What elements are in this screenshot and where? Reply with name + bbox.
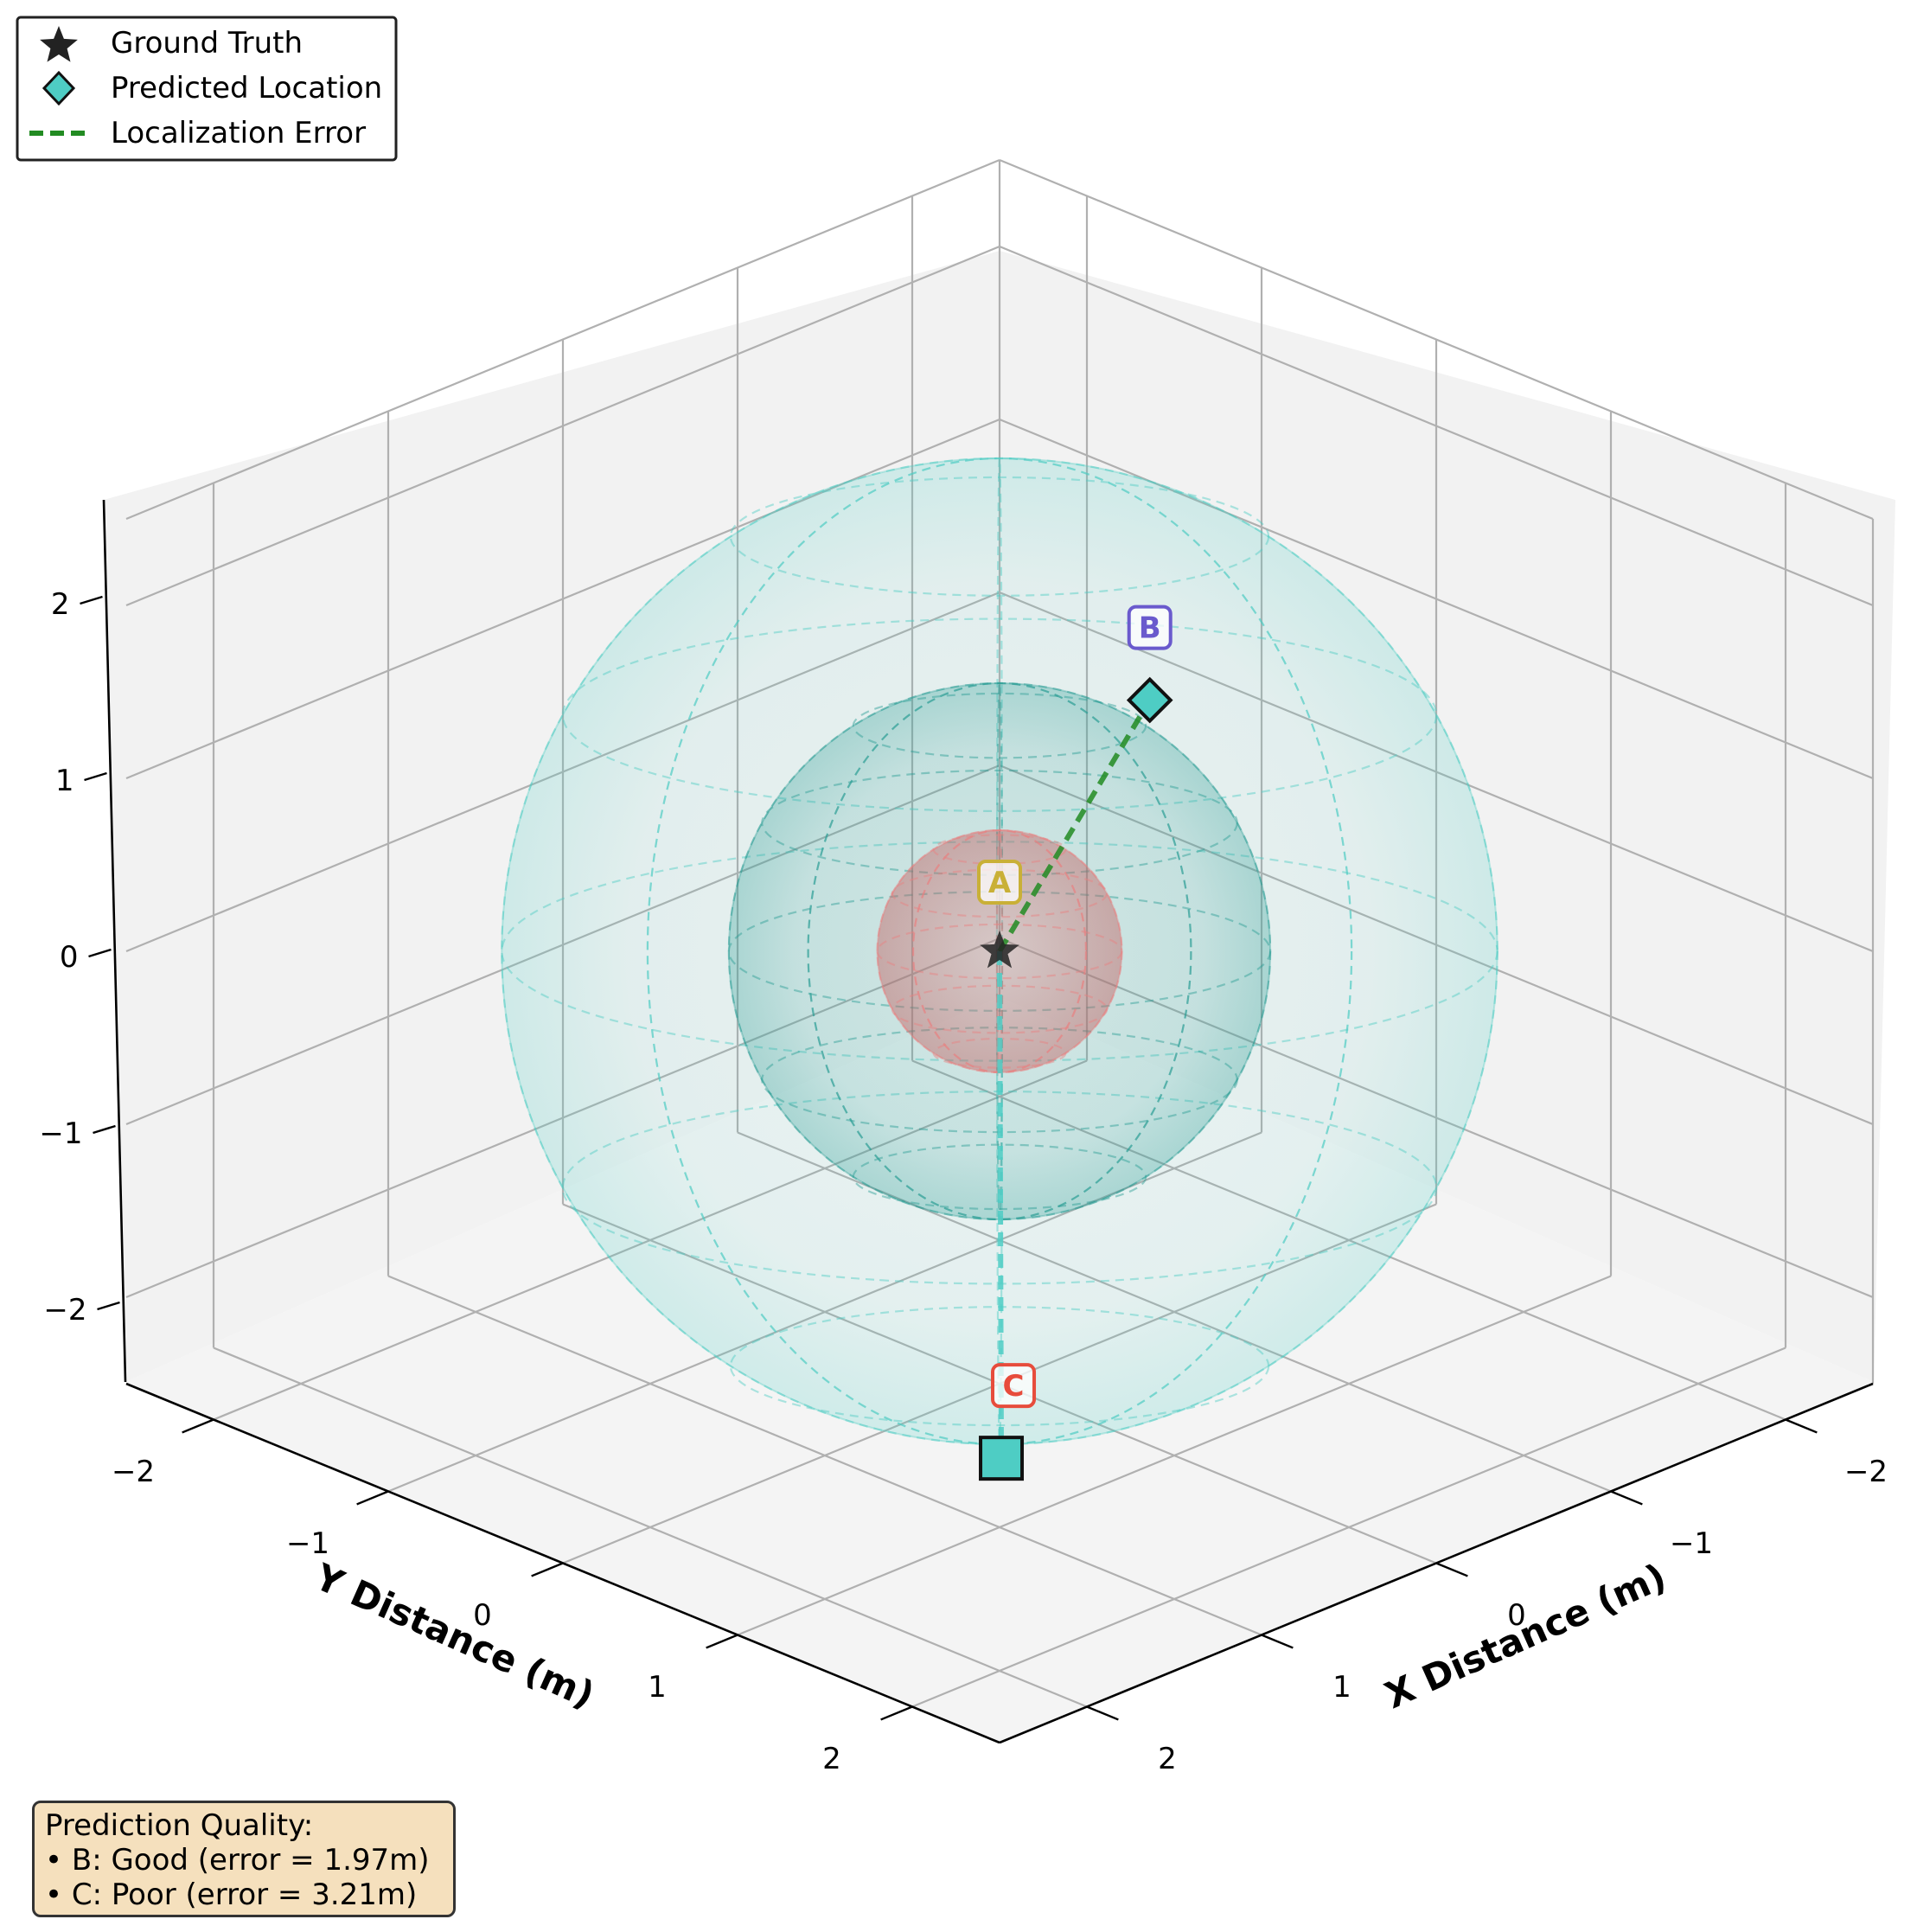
sphere-longitude <box>727 681 1272 1221</box>
prediction-quality-box: Prediction Quality: • B: Good (error = 1… <box>32 1801 456 1917</box>
grid-y-floor <box>737 1275 1612 1636</box>
z-tick-label: −1 <box>39 1116 82 1151</box>
x-tick-label: 2 <box>822 1742 841 1776</box>
grid-z-right-wall <box>999 418 1874 780</box>
tick-labels: −2 −1 0 1 2 −2 −1 0 1 2 −2 −1 0 1 2 <box>39 587 1888 1776</box>
y-tick-label: 1 <box>1332 1670 1351 1705</box>
y-axis-title: Y Distance (m) <box>308 1555 601 1717</box>
prediction-marker-C <box>979 1436 1025 1481</box>
pane-edge-top-right <box>999 158 1874 521</box>
point-label-C-box <box>991 1363 1037 1409</box>
point-label-B-box <box>1127 605 1173 650</box>
y-tick-label: −1 <box>1670 1526 1713 1561</box>
y-tick-mark <box>1785 1418 1818 1434</box>
sphere-longitude <box>876 828 1123 1074</box>
sphere-longitude <box>807 681 1192 1221</box>
legend-label-ground-truth: Ground Truth <box>111 26 303 61</box>
sphere-longitude <box>807 681 1192 1221</box>
x-tick-label: 0 <box>473 1598 492 1633</box>
z-tick-mark <box>88 948 112 958</box>
y-tick-mark <box>1086 1705 1119 1721</box>
z-axis-line <box>102 499 127 1383</box>
z-tick-mark <box>93 1124 116 1135</box>
sphere-latitude <box>932 834 1067 866</box>
sphere-latitude <box>729 476 1270 597</box>
prediction-marker-B <box>1126 676 1173 724</box>
ground-truth-star-marker <box>980 931 1019 969</box>
x-tick-mark <box>182 1418 214 1434</box>
sphere-longitude <box>501 457 1498 1446</box>
sphere-latitude <box>852 1143 1147 1211</box>
grid-z-right-wall <box>999 245 1874 607</box>
legend-diamond-icon <box>42 70 76 106</box>
legend-label-localization-error: Localization Error <box>111 116 366 150</box>
point-label-A-box <box>977 860 1022 905</box>
point-label-C: C <box>1003 1369 1025 1404</box>
x-tick-mark <box>356 1490 389 1506</box>
z-tick-label: −2 <box>43 1293 86 1327</box>
x-tick-label: −2 <box>112 1455 155 1489</box>
y-tick-label: −2 <box>1844 1455 1888 1489</box>
x-tick-label: 1 <box>648 1670 667 1705</box>
x-axis-title: X Distance (m) <box>1378 1555 1671 1717</box>
legend-star-icon <box>40 26 78 62</box>
grid-y-floor <box>911 1347 1786 1708</box>
legend: Ground Truth Predicted Location Localiza… <box>16 16 398 162</box>
legend-label-predicted-location: Predicted Location <box>111 71 382 106</box>
x-tick-mark <box>706 1634 738 1649</box>
grid-z-left-wall <box>125 418 1000 780</box>
sphere-latitude <box>852 692 1147 759</box>
x-tick-mark <box>880 1705 913 1721</box>
x-tick-label: −1 <box>286 1526 329 1561</box>
data-markers: A B C <box>977 605 1173 1481</box>
y-tick-mark <box>1435 1562 1468 1577</box>
z-tick-mark <box>97 1301 120 1311</box>
z-tick-label: 0 <box>60 940 79 975</box>
grid-z-left-wall <box>125 245 1000 607</box>
y-tick-label: 2 <box>1158 1742 1177 1776</box>
quality-title: Prediction Quality: <box>45 1808 314 1843</box>
z-tick-label: 2 <box>51 587 70 622</box>
pane-edge-top-left <box>125 158 1000 521</box>
y-tick-mark <box>1610 1490 1643 1506</box>
quality-line-b: • B: Good (error = 1.97m) <box>45 1843 430 1878</box>
quality-line-c: • C: Poor (error = 3.21m) <box>45 1878 418 1912</box>
legend-frame <box>16 16 398 162</box>
y-tick-mark <box>1261 1634 1294 1649</box>
point-label-B: B <box>1139 611 1161 646</box>
z-tick-label: 1 <box>55 764 74 798</box>
z-tick-mark <box>80 595 103 605</box>
point-label-A: A <box>988 866 1012 900</box>
y-tick-label: 0 <box>1507 1598 1526 1633</box>
error-line-B <box>997 699 1153 953</box>
z-tick-mark <box>84 771 107 782</box>
x-tick-mark <box>531 1562 564 1577</box>
sphere-latitude <box>876 923 1123 980</box>
